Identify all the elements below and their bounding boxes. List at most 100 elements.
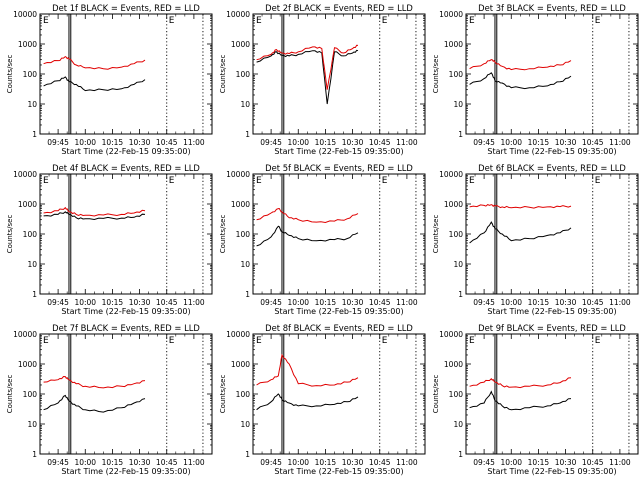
x-axis-label: Start Time (22-Feb-15 09:35:00) — [61, 467, 190, 476]
y-tick-label: 100 — [23, 390, 38, 399]
marker-label: E — [256, 336, 262, 346]
x-tick-label: 11:00 — [396, 138, 418, 147]
marker-label: E — [595, 336, 601, 346]
x-axis-label: Start Time (22-Feb-15 09:35:00) — [274, 307, 403, 316]
y-tick-label: 1000 — [444, 40, 463, 49]
chart-title: Det 2f BLACK = Events, RED = LLD — [265, 3, 413, 13]
chart-title: Det 1f BLACK = Events, RED = LLD — [52, 3, 200, 13]
y-tick-label: 1 — [245, 130, 250, 139]
marker-label: E — [382, 336, 388, 346]
marker-label: E — [382, 16, 388, 26]
y-tick-label: 1000 — [231, 40, 250, 49]
x-tick-label: 10:15 — [102, 458, 124, 467]
x-tick-label: 09:45 — [47, 458, 69, 467]
x-tick-label: 10:30 — [342, 298, 364, 307]
y-tick-label: 10000 — [13, 10, 37, 19]
y-tick-label: 1 — [458, 290, 463, 299]
chart-panel-2: Det 2f BLACK = Events, RED = LLD 1 10 100 10… — [219, 3, 426, 156]
y-tick-label: 1000 — [444, 200, 463, 209]
y-tick-label: 10 — [453, 260, 463, 269]
x-tick-label: 11:00 — [183, 458, 205, 467]
series-line-lld — [469, 377, 572, 389]
y-tick-label: 10000 — [226, 10, 250, 19]
marker-label: E — [382, 176, 388, 186]
y-tick-label: 100 — [449, 390, 464, 399]
y-tick-label: 10 — [453, 420, 463, 429]
chart-title: Det 7f BLACK = Events, RED = LLD — [52, 323, 200, 333]
y-axis-label: Counts/sec — [219, 55, 227, 94]
x-axis-label: Start Time (22-Feb-15 09:35:00) — [487, 467, 616, 476]
series-line-events — [43, 76, 146, 92]
marker-label: E — [43, 176, 49, 186]
series-line-events — [43, 394, 146, 413]
marker-label: E — [595, 176, 601, 186]
y-tick-label: 1000 — [18, 40, 37, 49]
x-tick-label: 10:45 — [156, 138, 178, 147]
x-tick-label: 10:30 — [555, 458, 577, 467]
y-tick-label: 10000 — [13, 330, 37, 339]
x-tick-label: 09:45 — [260, 298, 282, 307]
x-tick-label: 09:45 — [47, 138, 69, 147]
x-tick-label: 10:15 — [315, 298, 337, 307]
plot-frame — [39, 173, 213, 295]
x-tick-label: 10:15 — [315, 458, 337, 467]
chart-title: Det 3f BLACK = Events, RED = LLD — [478, 3, 626, 13]
series-line-lld — [256, 353, 359, 387]
x-axis-label: Start Time (22-Feb-15 09:35:00) — [274, 467, 403, 476]
y-tick-label: 10000 — [226, 330, 250, 339]
y-tick-label: 1 — [32, 450, 37, 459]
x-axis-label: Start Time (22-Feb-15 09:35:00) — [487, 147, 616, 156]
y-tick-label: 100 — [23, 230, 38, 239]
y-axis-label: Counts/sec — [219, 215, 227, 254]
marker-label: E — [43, 336, 49, 346]
y-tick-label: 10000 — [13, 170, 37, 179]
x-tick-label: 09:45 — [473, 138, 495, 147]
x-tick-label: 11:00 — [609, 458, 631, 467]
x-tick-label: 10:45 — [369, 458, 391, 467]
x-tick-label: 10:00 — [74, 458, 96, 467]
series-line-events — [256, 225, 359, 247]
x-tick-label: 10:30 — [342, 458, 364, 467]
x-tick-label: 10:15 — [102, 298, 124, 307]
x-tick-label: 10:15 — [315, 138, 337, 147]
plot-frame — [252, 13, 426, 135]
y-tick-label: 100 — [236, 390, 251, 399]
x-axis-label: Start Time (22-Feb-15 09:35:00) — [61, 147, 190, 156]
x-tick-label: 10:00 — [500, 458, 522, 467]
y-axis-label: Counts/sec — [6, 375, 14, 414]
marker-label: E — [256, 176, 262, 186]
chart-title: Det 5f BLACK = Events, RED = LLD — [265, 163, 413, 173]
x-tick-label: 10:45 — [582, 458, 604, 467]
marker-label: E — [43, 16, 49, 26]
y-axis-label: Counts/sec — [432, 215, 440, 254]
x-tick-label: 11:00 — [183, 138, 205, 147]
chart-panel-1: Det 1f BLACK = Events, RED = LLD 1 10 100 10… — [6, 3, 213, 156]
x-tick-label: 11:00 — [183, 298, 205, 307]
y-tick-label: 10 — [27, 420, 37, 429]
x-tick-label: 10:30 — [129, 138, 151, 147]
plot-frame — [39, 13, 213, 135]
x-tick-label: 10:00 — [287, 298, 309, 307]
y-tick-label: 1000 — [444, 360, 463, 369]
y-tick-label: 10 — [453, 100, 463, 109]
y-tick-label: 10000 — [439, 170, 463, 179]
x-tick-label: 10:30 — [555, 298, 577, 307]
series-line-events — [256, 49, 359, 105]
chart-title: Det 9f BLACK = Events, RED = LLD — [478, 323, 626, 333]
chart-panel-9: Det 9f BLACK = Events, RED = LLD 1 10 100 10… — [432, 323, 639, 476]
y-tick-label: 1 — [245, 450, 250, 459]
y-tick-label: 10 — [240, 260, 250, 269]
x-tick-label: 11:00 — [609, 298, 631, 307]
series-line-lld — [43, 55, 146, 70]
x-tick-label: 10:45 — [156, 298, 178, 307]
series-line-lld — [256, 207, 359, 224]
x-tick-label: 10:00 — [74, 138, 96, 147]
y-tick-label: 1 — [32, 130, 37, 139]
x-tick-label: 11:00 — [396, 458, 418, 467]
chart-panel-6: Det 6f BLACK = Events, RED = LLD 1 10 100 10… — [432, 163, 639, 316]
y-tick-label: 10 — [240, 100, 250, 109]
x-tick-label: 10:15 — [528, 138, 550, 147]
y-axis-label: Counts/sec — [219, 375, 227, 414]
chart-panel-4: Det 4f BLACK = Events, RED = LLD 1 10 100 10… — [6, 163, 213, 316]
y-tick-label: 10000 — [439, 10, 463, 19]
